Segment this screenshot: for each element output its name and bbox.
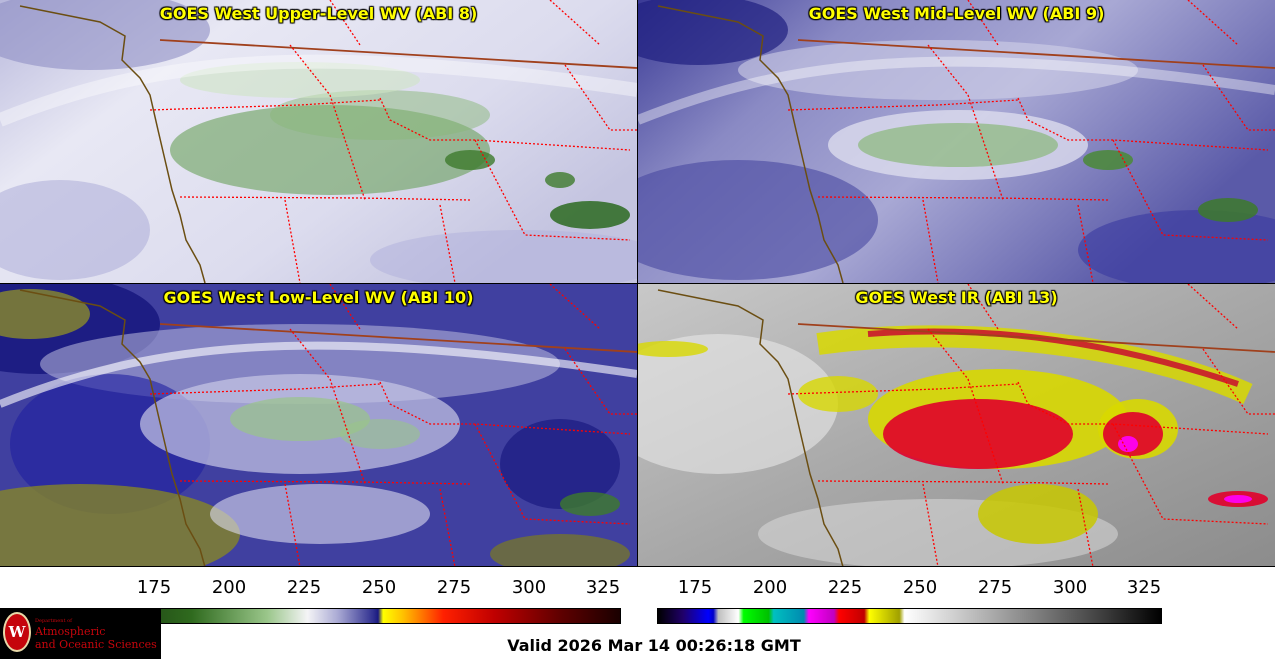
mid-level-wv-title: GOES West Mid-Level WV (ABI 9) [808, 4, 1105, 23]
mid-level-wv-panel: GOES West Mid-Level WV (ABI 9) [638, 0, 1275, 283]
ir-image [638, 284, 1275, 567]
upper-level-wv-image [0, 0, 637, 283]
ir-colorbar-tick: 200 [752, 577, 788, 598]
wv-colorbar [115, 608, 621, 624]
seal-letter: W [8, 623, 26, 641]
wv-colorbar-tick: 325 [585, 577, 621, 598]
ir-colorbar-tick: 175 [677, 577, 713, 598]
ir-colorbar-tick: 250 [902, 577, 938, 598]
low-level-wv-image [0, 284, 637, 567]
panel-bottom-border [0, 566, 1275, 567]
upper-level-wv-title: GOES West Upper-Level WV (ABI 8) [159, 4, 478, 23]
wv-colorbar-tick: 250 [361, 577, 397, 598]
ir-colorbar-tick: 275 [977, 577, 1013, 598]
valid-time-label: Valid 2026 Mar 14 00:26:18 GMT [507, 636, 801, 655]
low-level-wv-panel: GOES West Low-Level WV (ABI 10) [0, 284, 637, 567]
ir-title: GOES West IR (ABI 13) [855, 288, 1058, 307]
logo-line-oceanic: and Oceanic Sciences [35, 638, 157, 651]
logo-line-department: Department of [35, 618, 72, 624]
ir-colorbar [657, 608, 1162, 624]
wv-colorbar-tick: 225 [286, 577, 322, 598]
ir-colorbar-tick: 225 [827, 577, 863, 598]
low-level-wv-title: GOES West Low-Level WV (ABI 10) [163, 288, 474, 307]
ir-colorbar-tick: 300 [1052, 577, 1088, 598]
panel-divider-horizontal [0, 283, 1275, 284]
wv-colorbar-tick: 275 [436, 577, 472, 598]
logo-line-atmospheric: Atmospheric [35, 625, 106, 638]
ir-panel: GOES West IR (ABI 13) [638, 284, 1275, 567]
uw-seal-icon: W [3, 612, 31, 652]
upper-level-wv-panel: GOES West Upper-Level WV (ABI 8) [0, 0, 637, 283]
aos-logo: W Department of Atmospheric and Oceanic … [0, 608, 161, 659]
wv-colorbar-tick: 175 [136, 577, 172, 598]
wv-colorbar-tick: 200 [211, 577, 247, 598]
wv-colorbar-tick: 300 [511, 577, 547, 598]
ir-colorbar-tick: 325 [1126, 577, 1162, 598]
mid-level-wv-image [638, 0, 1275, 283]
